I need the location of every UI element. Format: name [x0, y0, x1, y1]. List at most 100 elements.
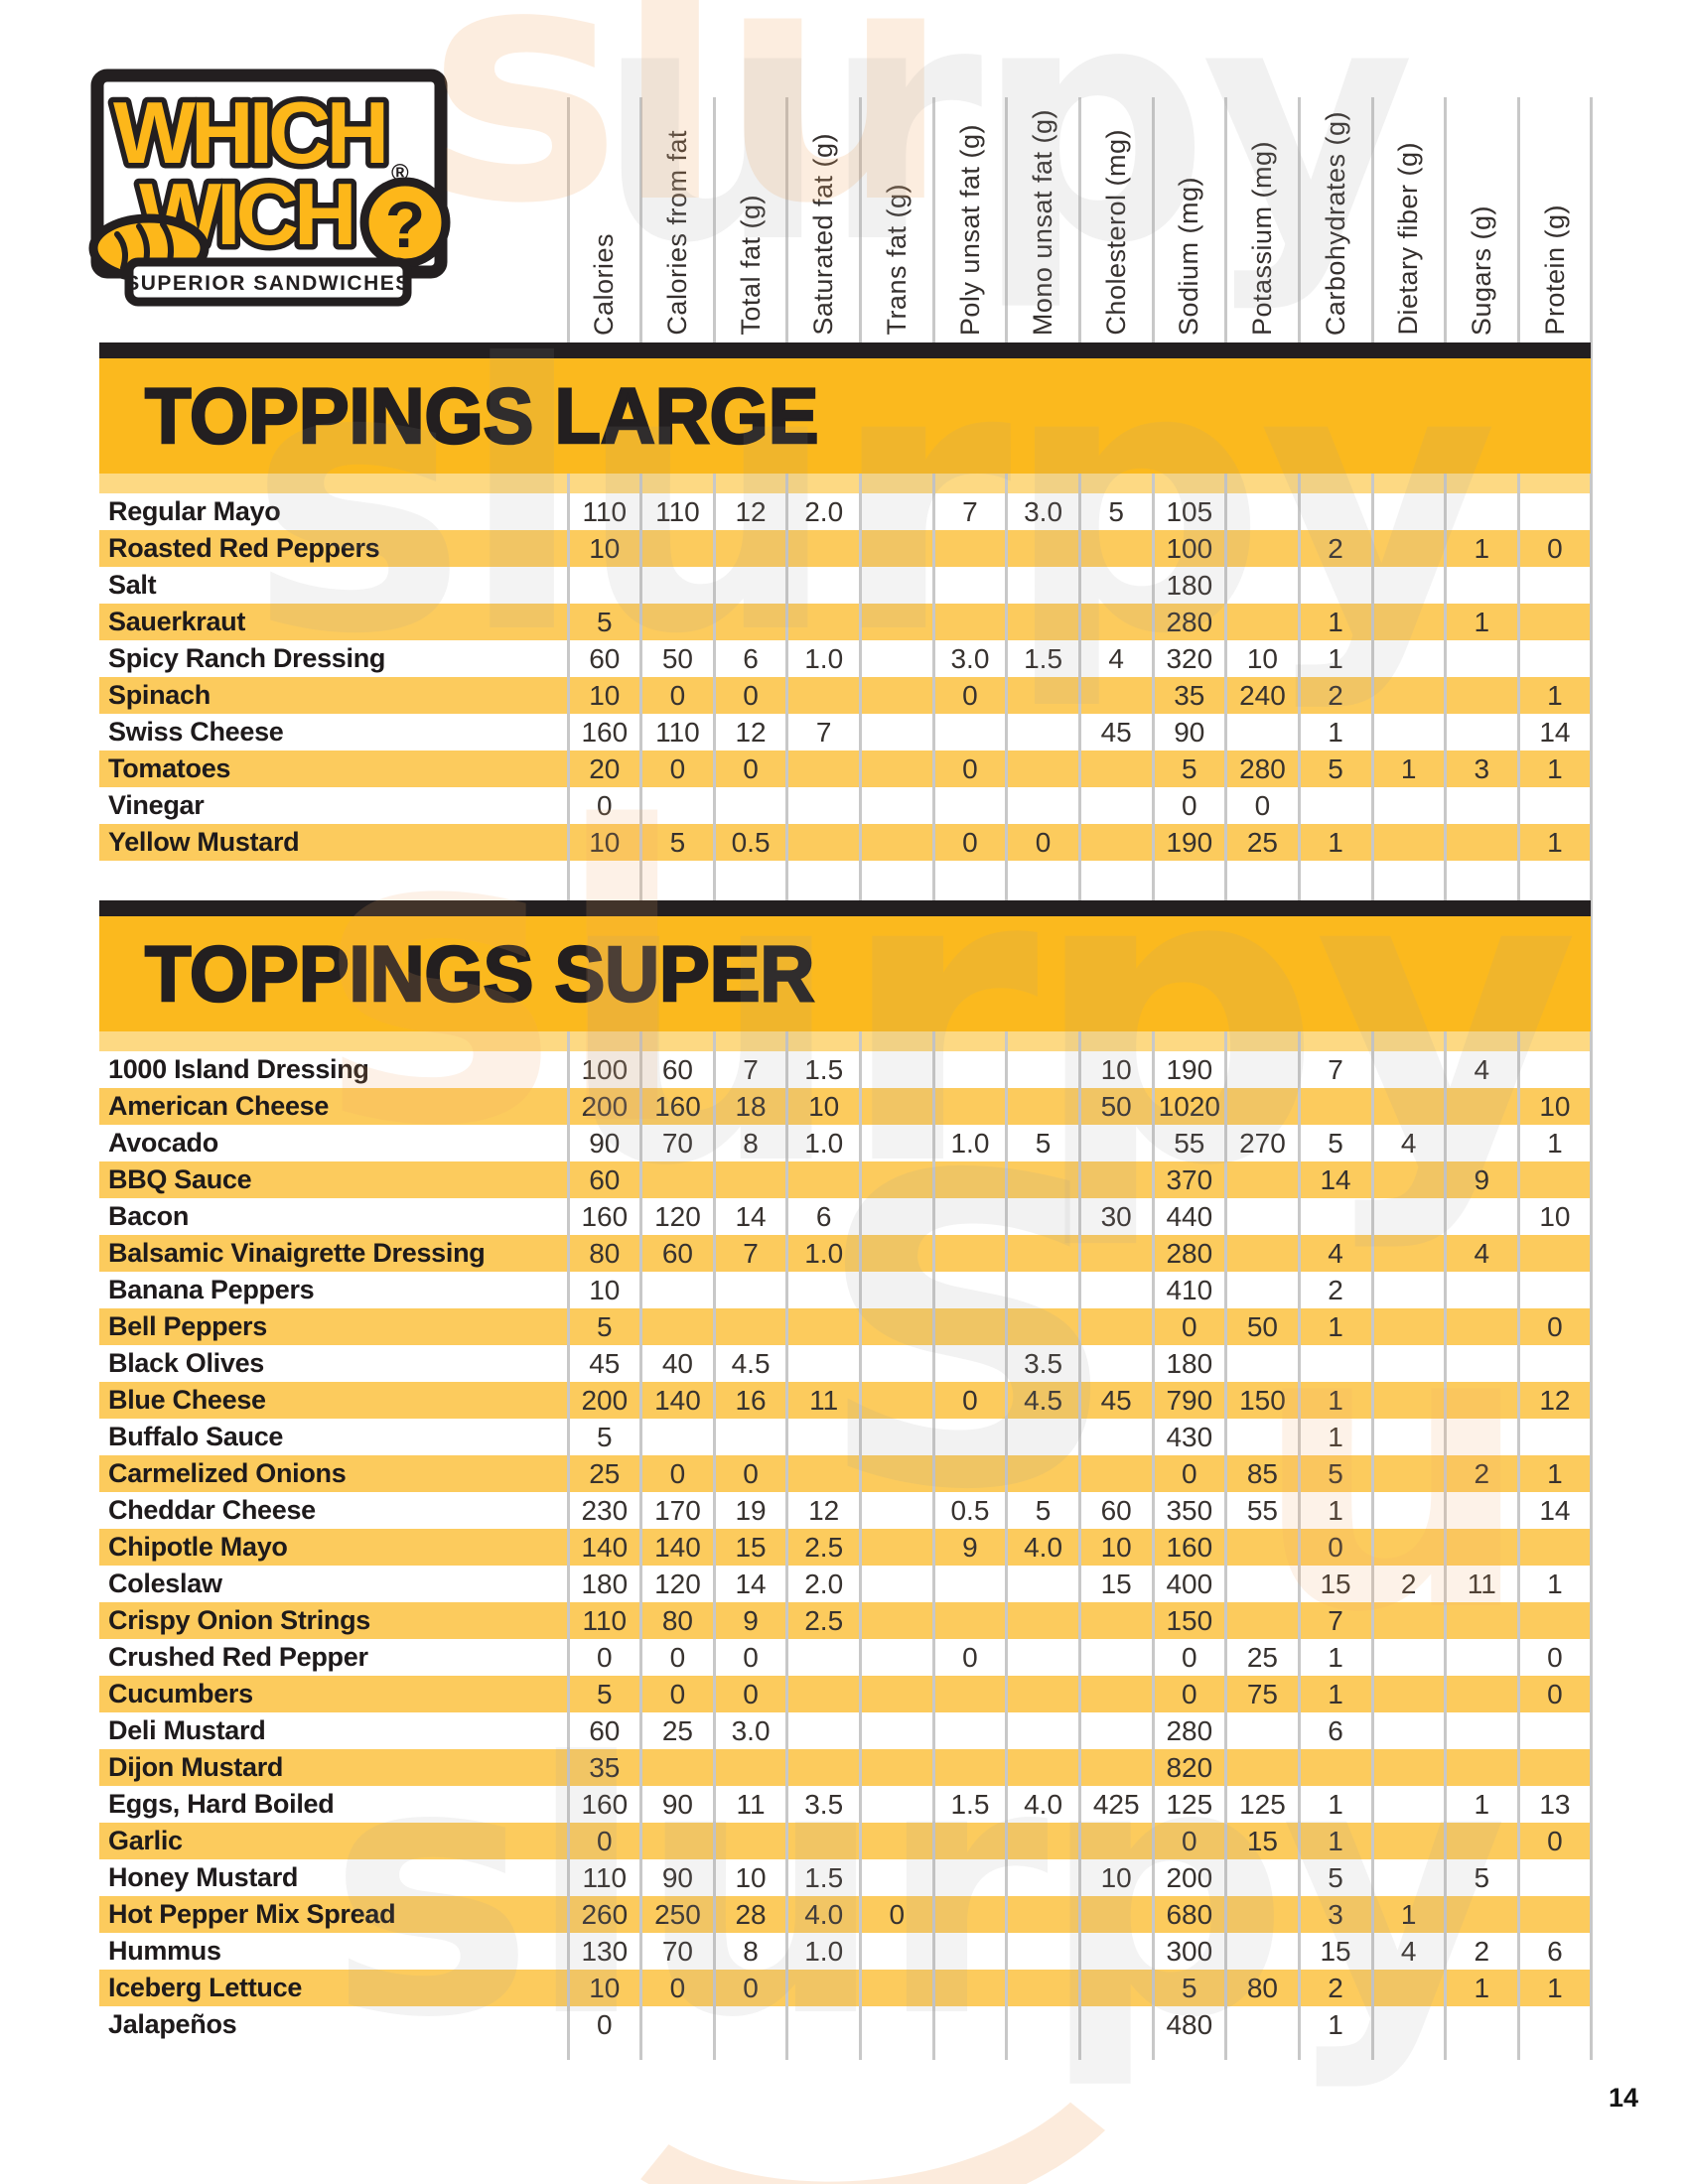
value-cell: 110 [655, 495, 700, 527]
value-cell: 85 [1246, 1457, 1279, 1489]
value-cell: 45 [1100, 1384, 1132, 1416]
value-cell: 50 [1246, 1310, 1279, 1342]
column-header: Sodium (mg) [1153, 97, 1226, 336]
column-header-label: Potassium (mg) [1247, 140, 1278, 336]
column-header-label: Mono unsat fat (g) [1028, 108, 1058, 336]
value-cell: 4.0 [1024, 1788, 1063, 1820]
grid-vline [712, 97, 716, 2060]
value-cell: 4 [1474, 1053, 1490, 1085]
value-cell: 7 [743, 1053, 759, 1085]
value-cell: 0 [669, 679, 686, 711]
column-header: Calories [568, 97, 641, 336]
value-cell: 1 [1328, 826, 1343, 858]
row-label: Vinegar [108, 790, 205, 820]
value-cell: 1.0 [804, 1237, 844, 1269]
row-label: Banana Peppers [108, 1275, 315, 1304]
value-cell: 280 [1166, 606, 1213, 637]
value-cell: 0 [1547, 1641, 1563, 1673]
value-cell: 3.5 [1024, 1347, 1063, 1379]
section-title: TOPPINGS LARGE [144, 370, 820, 461]
value-cell: 19 [735, 1494, 767, 1526]
table-row: Dijon Mustard 35 820 [99, 1749, 1591, 1786]
value-cell: 1.0 [804, 642, 844, 674]
table-row: Coleslaw 180 120 14 2.0 15 400 15 2 11 1 [99, 1566, 1591, 1602]
value-cell: 370 [1166, 1163, 1213, 1195]
section-subheader-strip [99, 1031, 1591, 1051]
column-header-label: Cholesterol (mg) [1100, 129, 1131, 336]
value-cell: 7 [743, 1237, 759, 1269]
value-cell: 1.0 [950, 1127, 990, 1159]
row-label: Swiss Cheese [108, 717, 284, 747]
grid-vline [859, 97, 863, 2060]
value-cell: 1 [1400, 1898, 1417, 1930]
value-cell: 4.0 [1024, 1531, 1063, 1563]
value-cell: 11 [736, 1788, 766, 1820]
value-cell: 160 [581, 716, 629, 748]
table-row: Cheddar Cheese 230 170 19 12 0.5 5 60 350 55 1 14 [99, 1492, 1591, 1529]
value-cell: 5 [1474, 1861, 1490, 1893]
column-header-label: Trans fat (g) [881, 184, 912, 336]
value-cell: 70 [661, 1127, 694, 1159]
value-cell: 2 [1328, 1274, 1343, 1305]
value-cell: 1 [1328, 1384, 1343, 1416]
value-cell: 280 [1166, 1714, 1213, 1746]
value-cell: 190 [1166, 1053, 1213, 1085]
value-cell: 4 [1328, 1237, 1343, 1269]
value-cell: 5 [597, 1421, 613, 1452]
column-header-label: Calories from fat [661, 130, 692, 336]
table-row: Hot Pepper Mix Spread 260 250 28 4.0 0 680 3 1 [99, 1896, 1591, 1933]
grid-vline [1297, 97, 1301, 2060]
value-cell: 180 [581, 1568, 629, 1599]
value-cell: 6 [815, 1200, 832, 1232]
value-cell: 0 [962, 1384, 978, 1416]
value-cell: 25 [1246, 1641, 1279, 1673]
row-label: Cucumbers [108, 1679, 253, 1708]
value-cell: 1 [1328, 1310, 1343, 1342]
value-cell: 120 [654, 1568, 701, 1599]
value-cell: 0 [1254, 789, 1271, 821]
column-header-row: Calories Calories from fat Total fat (g) Sa… [568, 97, 1592, 336]
value-cell: 120 [654, 1200, 701, 1232]
page-number: 14 [1608, 2083, 1639, 2113]
value-cell: 200 [1166, 1861, 1213, 1893]
value-cell: 60 [661, 1053, 694, 1085]
value-cell: 0.5 [950, 1494, 990, 1526]
value-cell: 14 [1539, 1494, 1571, 1526]
value-cell: 160 [581, 1200, 629, 1232]
column-header: Cholesterol (mg) [1079, 97, 1153, 336]
row-label: Honey Mustard [108, 1862, 299, 1892]
table-row: Swiss Cheese 160 110 12 7 45 90 1 14 [99, 714, 1591, 751]
value-cell: 110 [655, 716, 700, 748]
grid-vline [785, 97, 789, 2060]
section-divider-bar [99, 342, 1591, 358]
value-cell: 110 [582, 1861, 628, 1893]
value-cell: 200 [581, 1090, 629, 1122]
row-label: Hummus [108, 1936, 221, 1966]
column-header: Mono unsat fat (g) [1007, 97, 1080, 336]
value-cell: 14 [1320, 1163, 1351, 1195]
row-label: Tomatoes [108, 753, 231, 783]
value-cell: 5 [1182, 1972, 1197, 2003]
value-cell: 1 [1547, 752, 1563, 784]
logo-tagline: SUPERIOR SANDWICHES [125, 272, 411, 295]
row-label: American Cheese [108, 1091, 330, 1121]
row-label: Deli Mustard [108, 1715, 266, 1745]
row-label: Bell Peppers [108, 1311, 267, 1341]
value-cell: 0 [1182, 1678, 1197, 1709]
table-row: Balsamic Vinaigrette Dressing 80 60 7 1.0 280… [99, 1235, 1591, 1272]
value-cell: 90 [589, 1127, 621, 1159]
value-cell: 180 [1166, 1347, 1213, 1379]
value-cell: 5 [1328, 752, 1343, 784]
value-cell: 820 [1166, 1751, 1213, 1783]
value-cell: 1 [1547, 826, 1563, 858]
value-cell: 0 [962, 1641, 978, 1673]
table-row: Spicy Ranch Dressing 60 50 6 1.0 3.0 1.5 4 320 10… [99, 640, 1591, 677]
value-cell: 1 [1474, 1788, 1490, 1820]
row-label: Roasted Red Peppers [108, 533, 380, 563]
value-cell: 125 [1166, 1788, 1213, 1820]
value-cell: 0 [1328, 1531, 1343, 1563]
value-cell: 1.0 [804, 1127, 844, 1159]
value-cell: 190 [1166, 826, 1213, 858]
value-cell: 680 [1166, 1898, 1213, 1930]
